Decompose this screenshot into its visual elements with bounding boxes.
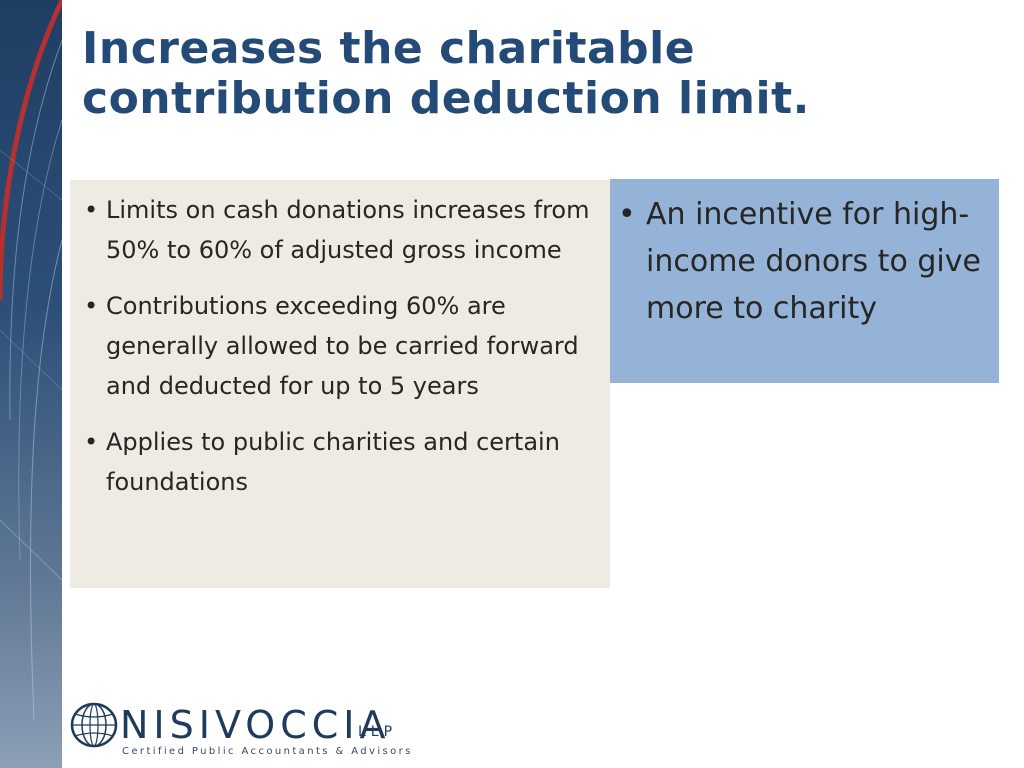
company-logo: NISIVOCCIA LLP Certified Public Accounta… — [70, 702, 410, 762]
highlight-box: An incentive for high-income donors to g… — [610, 179, 999, 383]
bullet-item: Limits on cash donations increases from … — [84, 190, 592, 270]
sidebar-arcs — [0, 0, 62, 721]
decorative-sidebar — [0, 0, 62, 768]
details-bullet-list: Limits on cash donations increases from … — [84, 190, 592, 502]
details-box: Limits on cash donations increases from … — [70, 180, 610, 588]
logo-wordmark: NISIVOCCIA — [120, 703, 391, 747]
logo-tagline: Certified Public Accountants & Advisors — [122, 746, 413, 757]
highlight-bullet-item: An incentive for high-income donors to g… — [618, 191, 983, 332]
logo-suffix: LLP — [358, 724, 398, 740]
highlight-bullet-list: An incentive for high-income donors to g… — [618, 191, 983, 332]
bullet-item: Applies to public charities and certain … — [84, 422, 592, 502]
slide-title: Increases the charitable contribution de… — [82, 23, 810, 124]
bullet-item: Contributions exceeding 60% are generall… — [84, 286, 592, 406]
globe-icon — [70, 702, 118, 748]
